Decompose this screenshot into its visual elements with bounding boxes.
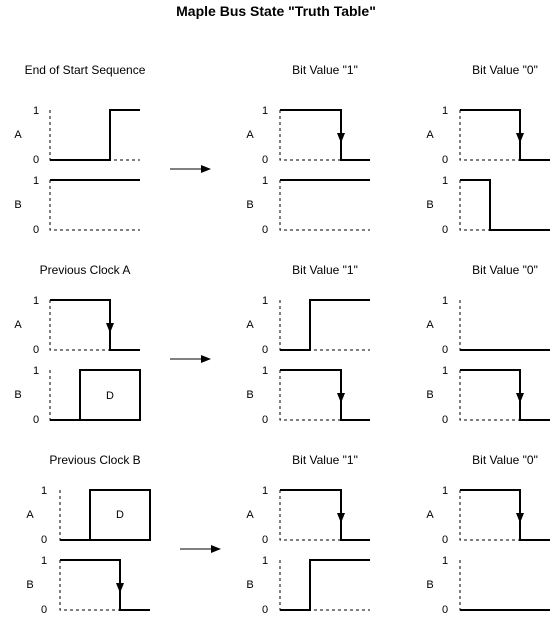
section-previous-clock-b: Previous Clock B Bit Value "1" Bit Value… — [26, 453, 550, 616]
svg-text:1: 1 — [262, 555, 268, 567]
svg-text:0: 0 — [41, 534, 47, 546]
signal-b-label: B — [14, 389, 21, 401]
result-1-heading: Bit Value "1" — [292, 263, 358, 277]
result-1-heading: Bit Value "1" — [292, 63, 358, 77]
svg-text:0: 0 — [442, 604, 448, 616]
input-waveform-pair: 1 0 A D 1 0 B — [26, 485, 151, 616]
svg-text:1: 1 — [442, 295, 448, 307]
input-waveform-pair: 1 0 A 1 0 B — [14, 105, 140, 236]
result-0-heading: Bit Value "0" — [472, 453, 538, 467]
svg-text:0: 0 — [262, 344, 268, 356]
svg-text:1: 1 — [262, 105, 268, 117]
diagram-title: Maple Bus State "Truth Table" — [176, 3, 376, 19]
svg-text:0: 0 — [262, 224, 268, 236]
svg-text:1: 1 — [442, 175, 448, 187]
result-0-waveform-pair: 1 0 A 1 0 B — [426, 105, 550, 236]
svg-text:A: A — [246, 319, 254, 331]
section-end-of-start-sequence: End of Start Sequence Bit Value "1" Bit … — [14, 63, 550, 236]
svg-text:0: 0 — [442, 154, 448, 166]
svg-text:B: B — [246, 389, 253, 401]
svg-text:1: 1 — [33, 105, 39, 117]
section-heading: Previous Clock A — [40, 263, 131, 277]
svg-text:A: A — [426, 509, 434, 521]
signal-a-waveform — [50, 299, 140, 351]
signal-a-label: A — [14, 319, 22, 331]
svg-text:A: A — [246, 509, 254, 521]
signal-a-label: A — [14, 129, 22, 141]
data-box-label: D — [116, 509, 124, 521]
result-0-heading: Bit Value "0" — [472, 63, 538, 77]
signal-b-label: B — [14, 199, 21, 211]
result-0-heading: Bit Value "0" — [472, 263, 538, 277]
section-heading: Previous Clock B — [49, 453, 140, 467]
signal-b-label: B — [26, 579, 33, 591]
result-0-waveform-pair: 1 0 A 1 0 B — [426, 485, 550, 616]
section-heading: End of Start Sequence — [25, 63, 146, 77]
svg-text:1: 1 — [33, 175, 39, 187]
signal-a-waveform — [60, 489, 151, 541]
result-1-heading: Bit Value "1" — [292, 453, 358, 467]
svg-text:0: 0 — [262, 414, 268, 426]
result-1-waveform-pair: 1 0 A 1 0 B — [246, 295, 370, 426]
svg-text:B: B — [246, 579, 253, 591]
svg-text:1: 1 — [262, 295, 268, 307]
svg-text:1: 1 — [33, 365, 39, 377]
result-1-waveform-pair: 1 0 A 1 0 B — [246, 105, 370, 236]
svg-text:0: 0 — [41, 604, 47, 616]
input-waveform-pair: 1 0 A 1 0 B D — [14, 295, 141, 426]
svg-text:0: 0 — [33, 224, 39, 236]
signal-b-waveform — [50, 369, 141, 421]
svg-text:A: A — [246, 129, 254, 141]
svg-text:0: 0 — [442, 414, 448, 426]
svg-text:1: 1 — [262, 175, 268, 187]
result-0-waveform-pair: 1 0 A 1 0 B — [426, 295, 550, 426]
signal-a-waveform — [50, 109, 140, 161]
svg-text:B: B — [426, 579, 433, 591]
svg-text:1: 1 — [41, 555, 47, 567]
svg-text:A: A — [426, 129, 434, 141]
svg-text:1: 1 — [41, 485, 47, 497]
svg-text:B: B — [246, 199, 253, 211]
result-1-waveform-pair: 1 0 A 1 0 B — [246, 485, 370, 616]
svg-text:B: B — [426, 199, 433, 211]
svg-text:0: 0 — [442, 224, 448, 236]
svg-text:0: 0 — [442, 344, 448, 356]
signal-a-label: A — [26, 509, 34, 521]
svg-text:0: 0 — [262, 534, 268, 546]
svg-text:1: 1 — [442, 485, 448, 497]
svg-text:0: 0 — [262, 154, 268, 166]
svg-text:1: 1 — [442, 365, 448, 377]
svg-text:0: 0 — [442, 534, 448, 546]
svg-text:1: 1 — [33, 295, 39, 307]
svg-text:1: 1 — [442, 105, 448, 117]
svg-text:A: A — [426, 319, 434, 331]
data-box-label: D — [106, 390, 114, 402]
svg-text:1: 1 — [442, 555, 448, 567]
svg-text:1: 1 — [262, 365, 268, 377]
section-previous-clock-a: Previous Clock A Bit Value "1" Bit Value… — [14, 263, 550, 426]
svg-text:B: B — [426, 389, 433, 401]
svg-text:1: 1 — [262, 485, 268, 497]
svg-text:0: 0 — [262, 604, 268, 616]
signal-b-waveform — [60, 559, 150, 611]
svg-text:0: 0 — [33, 154, 39, 166]
svg-text:0: 0 — [33, 344, 39, 356]
svg-text:0: 0 — [33, 414, 39, 426]
